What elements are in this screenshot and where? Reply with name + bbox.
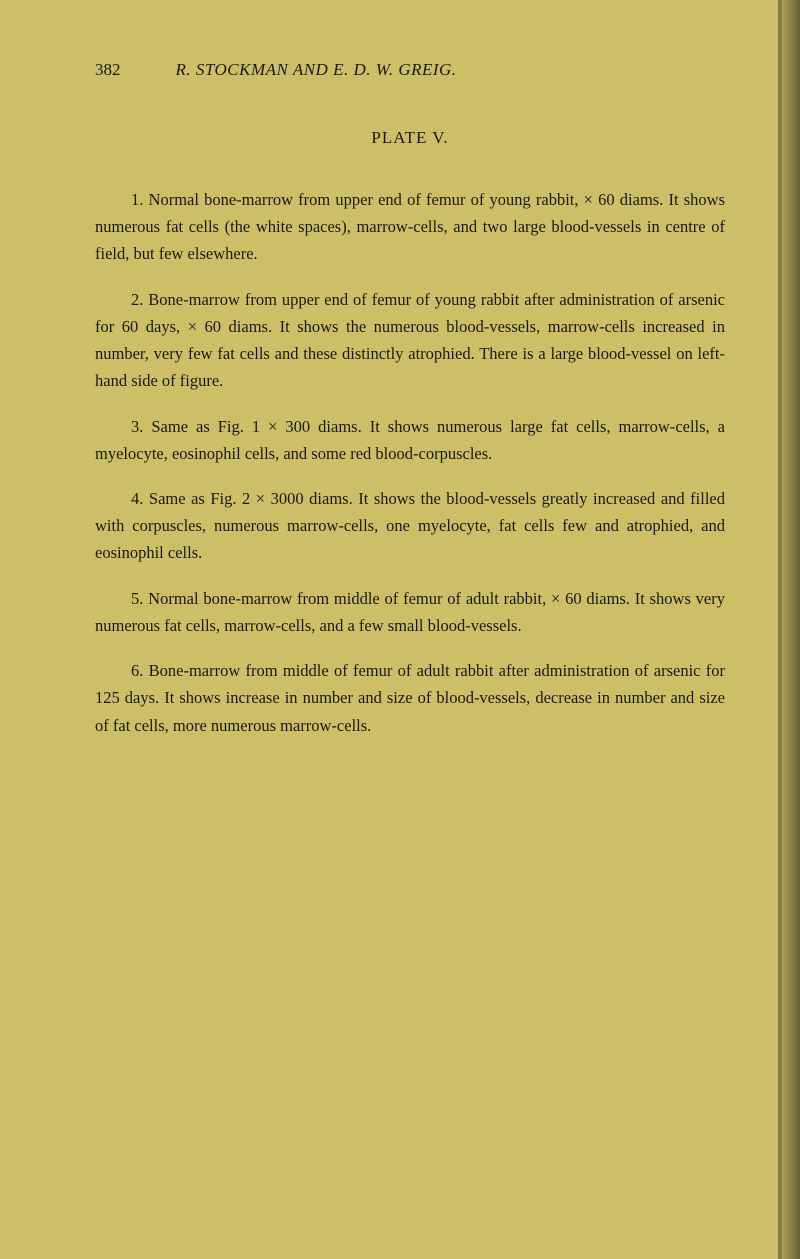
plate-title: PLATE V. xyxy=(95,128,725,148)
paragraph-1: 1. Normal bone-marrow from upper end of … xyxy=(95,186,725,268)
paragraph-6: 6. Bone-marrow from middle of femur of a… xyxy=(95,657,725,739)
paragraph-2: 2. Bone-marrow from upper end of femur o… xyxy=(95,286,725,395)
book-spine-shadow xyxy=(782,0,800,1259)
document-page: 382 R. STOCKMAN AND E. D. W. GREIG. PLAT… xyxy=(0,0,800,817)
header-title: R. STOCKMAN AND E. D. W. GREIG. xyxy=(176,60,457,80)
paragraph-3: 3. Same as Fig. 1 × 300 diams. It shows … xyxy=(95,413,725,467)
page-number: 382 xyxy=(95,60,121,80)
paragraph-4: 4. Same as Fig. 2 × 3000 diams. It shows… xyxy=(95,485,725,567)
paragraph-5: 5. Normal bone-marrow from middle of fem… xyxy=(95,585,725,639)
header-line: 382 R. STOCKMAN AND E. D. W. GREIG. xyxy=(95,60,725,80)
